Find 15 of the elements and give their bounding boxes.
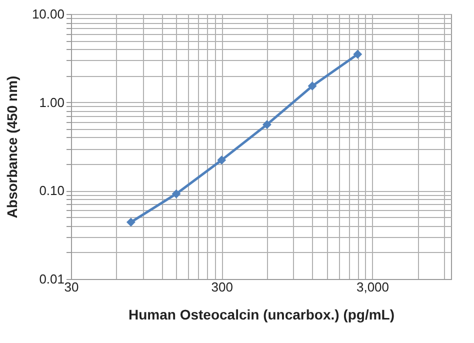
x-tick-label: 30 bbox=[64, 280, 79, 294]
point bbox=[172, 189, 181, 198]
x-tick-label: 300 bbox=[211, 280, 233, 294]
point bbox=[217, 156, 226, 165]
point bbox=[308, 82, 317, 90]
x-axis-title: Human Osteocalcin (uncarbox.) (pg/mL) bbox=[128, 306, 395, 322]
y-tick-label: 1.00 bbox=[39, 94, 64, 110]
point bbox=[126, 218, 136, 227]
point bbox=[353, 50, 362, 59]
point bbox=[262, 120, 272, 130]
y-axis-title: Absorbance (450 nm) bbox=[4, 76, 20, 218]
y-tick-label: 10.00 bbox=[32, 6, 64, 22]
x-tick-label: 3,000 bbox=[356, 280, 390, 294]
y-tick-label: 0.01 bbox=[39, 272, 64, 286]
y-tick-label: 0.10 bbox=[39, 183, 64, 198]
